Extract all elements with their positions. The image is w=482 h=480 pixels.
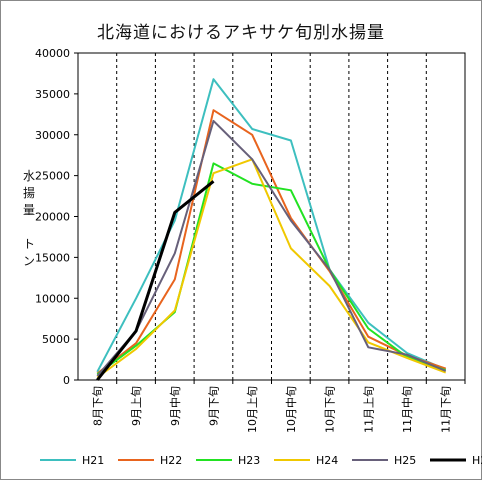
y-axis-label-char: 揚 xyxy=(23,186,36,200)
legend-label: H22 xyxy=(160,454,182,467)
x-tick-label: 9月上旬 xyxy=(130,386,143,426)
legend-label: H26 xyxy=(472,454,482,467)
x-tick-label: 10月中旬 xyxy=(285,386,298,433)
series-line-h22 xyxy=(96,109,447,375)
x-tick-label: 11月下旬 xyxy=(440,386,453,433)
y-axis-label-char: ト xyxy=(23,237,36,251)
y-axis-label: 水 揚 量 ト ン xyxy=(23,168,37,270)
series-line-h25 xyxy=(96,119,447,377)
x-tick-label: 10月上旬 xyxy=(246,386,259,433)
y-tick-label: 25000 xyxy=(35,170,70,183)
y-tick-label: 0 xyxy=(63,374,70,387)
x-tick-label: 8月下旬 xyxy=(91,386,104,426)
x-tick-label: 10月下旬 xyxy=(324,386,337,433)
y-axis-label-char: 量 xyxy=(23,203,36,217)
series-line-h21 xyxy=(96,78,447,373)
legend-label: H24 xyxy=(316,454,338,467)
y-tick-label: 15000 xyxy=(35,251,70,264)
legend-label: H21 xyxy=(82,454,104,467)
x-tick-label: 9月中旬 xyxy=(169,386,182,426)
chart-title: 北海道におけるアキサケ旬別水揚量 xyxy=(97,23,385,43)
y-tick-label: 20000 xyxy=(35,211,70,224)
series-line-h26 xyxy=(96,180,215,381)
y-tick-label: 10000 xyxy=(35,292,70,305)
y-tick-label: 40000 xyxy=(35,47,70,60)
y-tick-label: 30000 xyxy=(35,129,70,142)
y-axis-label-char: 水 xyxy=(23,169,36,183)
x-tick-label: 11月中旬 xyxy=(401,386,414,433)
y-axis-label-char: ン xyxy=(23,254,36,268)
y-tick-label: 5000 xyxy=(42,333,70,346)
x-tick-label: 11月上旬 xyxy=(362,386,375,433)
x-tick-label: 9月下旬 xyxy=(207,386,220,426)
legend-label: H23 xyxy=(238,454,260,467)
legend-label: H25 xyxy=(394,454,416,467)
y-tick-label: 35000 xyxy=(35,88,70,101)
